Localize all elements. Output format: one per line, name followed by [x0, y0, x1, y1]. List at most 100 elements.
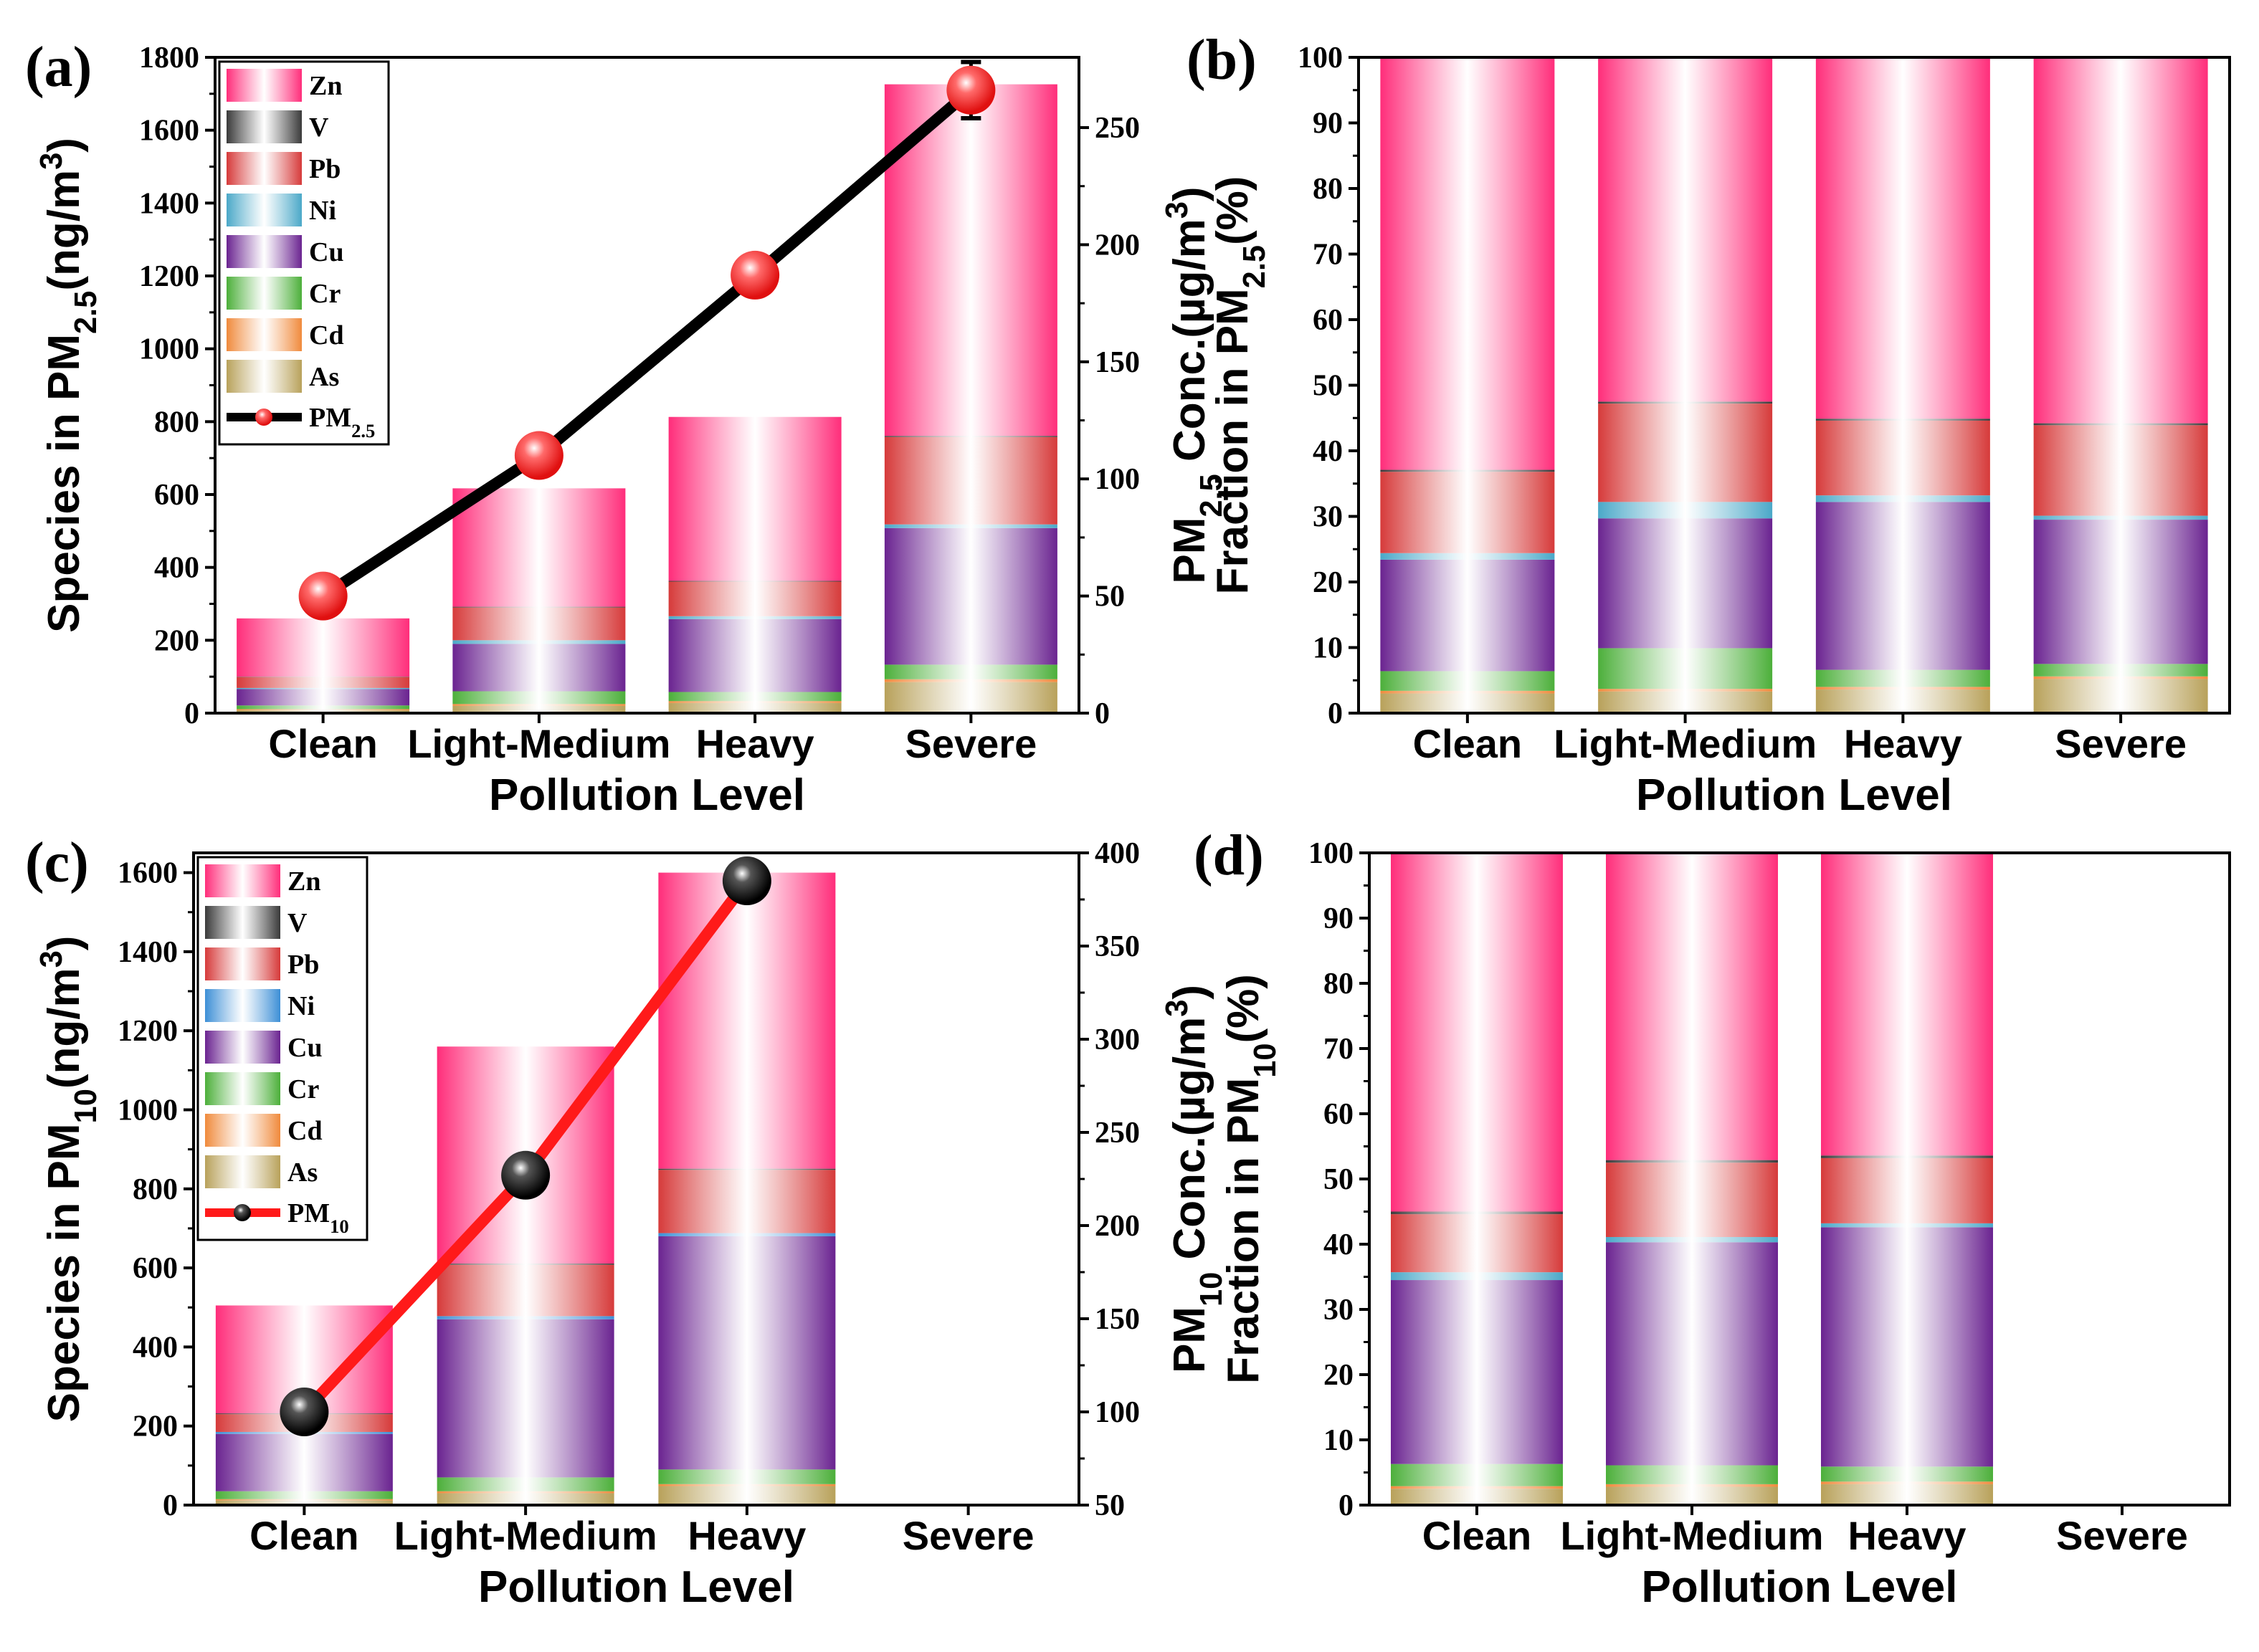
y2-tick-label: 250	[1095, 1117, 1140, 1150]
legend-swatch-pb	[227, 152, 302, 185]
legend-label-ni: Ni	[309, 196, 336, 226]
y-tick-label: 1000	[139, 333, 199, 366]
bar-cr-light-medium	[452, 691, 626, 705]
bar-v-severe	[2033, 423, 2208, 426]
bar-ni-light-medium	[437, 1316, 614, 1319]
bar-zn-light-medium	[452, 488, 626, 607]
y-tick-label: 60	[1313, 304, 1343, 337]
legend-label-zn: Zn	[309, 71, 342, 101]
bar-zn-light-medium	[1606, 853, 1778, 1160]
x-tick-label-clean: Clean	[268, 721, 378, 766]
x-axis-title: Pollution Level	[478, 1562, 794, 1612]
y-tick-label: 1200	[118, 1015, 178, 1048]
legend-swatch-cr	[205, 1072, 280, 1105]
marker-pm25	[731, 250, 780, 300]
y-tick-label: 0	[163, 1489, 178, 1522]
bar-as-heavy	[668, 702, 842, 713]
y-tick-label: 1000	[118, 1094, 178, 1127]
y-tick-label: 800	[133, 1173, 178, 1206]
bar-pb-clean	[1380, 472, 1555, 553]
y2-tick-label: 50	[1095, 581, 1125, 613]
y-tick-label: 80	[1313, 173, 1343, 206]
bar-ni-severe	[884, 524, 1057, 528]
legend-label-as: As	[287, 1157, 318, 1188]
bar-v-heavy	[658, 1168, 836, 1170]
legend-marker	[255, 409, 272, 426]
y-tick-label: 1400	[139, 187, 199, 220]
line-pm25	[317, 84, 977, 602]
y-tick-label: 1600	[139, 115, 199, 148]
y2-tick-label: 200	[1095, 1210, 1140, 1243]
bar-as-clean	[1380, 693, 1555, 713]
bar-cr-clean	[215, 1491, 393, 1499]
x-tick-label-heavy: Heavy	[1847, 1513, 1966, 1558]
y2-tick-label: 200	[1095, 229, 1140, 262]
bar-pb-heavy	[1821, 1157, 1993, 1223]
bar-cr-severe	[2033, 664, 2208, 677]
bar-as-light-medium	[452, 705, 626, 713]
bar-zn-heavy	[1821, 853, 1993, 1156]
marker-pm25	[298, 571, 348, 621]
panel-label: (d)	[1194, 824, 1264, 887]
bar-cd-light-medium	[1598, 689, 1773, 692]
y-tick-label: 1200	[139, 260, 199, 293]
bar-cd-clean	[237, 709, 410, 710]
legend-swatch-cd	[227, 318, 302, 351]
y-axis-title: Species in PM2.5(ng/m3)	[34, 138, 103, 633]
bar-cu-heavy	[658, 1236, 836, 1470]
bar-ni-light-medium	[1598, 502, 1773, 519]
panel-d: 0 10 20 30 40 50 60 70 80 90 100 Clean Light-Medium H…	[1194, 824, 2231, 1612]
y-tick-label: 0	[1328, 697, 1343, 730]
y-tick-label: 30	[1323, 1294, 1354, 1327]
legend-swatch-ni	[205, 989, 280, 1022]
bar-cr-heavy	[1815, 669, 1990, 687]
y-tick-label: 20	[1313, 566, 1343, 599]
y-tick-label: 30	[1313, 501, 1343, 534]
legend-swatch-cu	[205, 1031, 280, 1064]
y-tick-label: 90	[1313, 108, 1343, 140]
bar-as-severe	[884, 682, 1057, 713]
y-tick-label: 0	[184, 697, 199, 730]
bar-cu-severe	[884, 527, 1057, 665]
bar-cr-clean	[1391, 1464, 1563, 1486]
legend-label-pb: Pb	[309, 154, 341, 184]
marker-pm10	[722, 856, 771, 905]
legend-label-pm25: PM2.5	[309, 403, 375, 441]
y-tick-label: 50	[1323, 1163, 1354, 1196]
y-tick-label: 100	[1308, 837, 1354, 870]
bar-zn-clean	[1391, 853, 1563, 1212]
bar-cr-light-medium	[1606, 1465, 1778, 1484]
y2-axis-title: PM10 Conc.(µg/m3)	[1160, 985, 1229, 1373]
y2-tick-label: 300	[1095, 1023, 1140, 1056]
y-tick-label: 1400	[118, 936, 178, 969]
y-tick-label: 20	[1323, 1359, 1354, 1392]
legend-label-cr: Cr	[287, 1074, 319, 1104]
legend-swatch-ni	[227, 194, 302, 226]
bar-cr-light-medium	[437, 1477, 614, 1491]
bar-zn-severe	[2033, 57, 2208, 424]
y-tick-label: 200	[133, 1410, 178, 1443]
panel-b: 0 10 20 30 40 50 60 70 80 90 100 Clean Light-Medium H…	[1186, 29, 2231, 820]
y-tick-label: 80	[1323, 968, 1354, 1001]
legend-swatch-cd	[205, 1114, 280, 1147]
y-axis-title: Species in PM10(ng/m3)	[34, 936, 103, 1423]
legend: Zn V Pb Ni Cu Cr Cd As PM10	[196, 856, 368, 1241]
bar-as-light-medium	[1606, 1486, 1778, 1505]
legend-label-cd: Cd	[309, 320, 344, 350]
legend-label-pb: Pb	[287, 950, 319, 980]
y-tick-label: 1800	[139, 42, 199, 75]
bar-zn-light-medium	[1598, 57, 1773, 402]
bar-cr-clean	[237, 705, 410, 710]
y2-tick-label: 350	[1095, 930, 1140, 963]
bar-pb-light-medium	[1598, 404, 1773, 502]
y2-tick-label: 150	[1095, 346, 1140, 379]
legend-swatch-as	[205, 1155, 280, 1188]
bar-cr-clean	[1380, 671, 1555, 691]
y-tick-label: 600	[133, 1252, 178, 1285]
bar-cd-clean	[1391, 1486, 1563, 1489]
y-tick-label: 40	[1323, 1228, 1354, 1261]
bar-as-light-medium	[437, 1493, 614, 1505]
bar-zn-clean	[1380, 57, 1555, 470]
y-tick-label: 70	[1313, 239, 1343, 272]
